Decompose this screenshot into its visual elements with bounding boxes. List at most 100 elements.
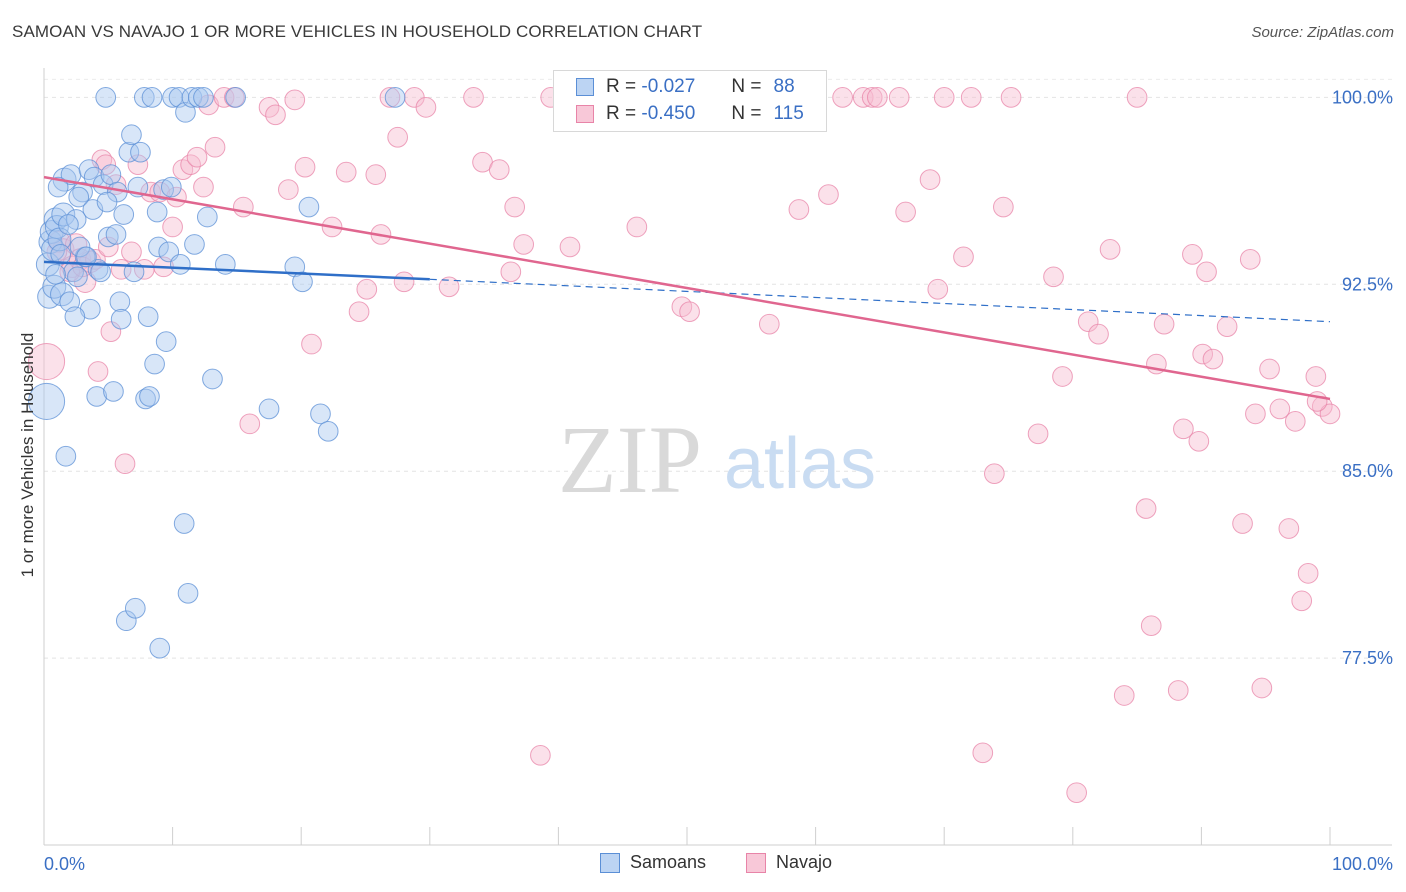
samoans-point-79 [110, 308, 132, 330]
y-tick-label-3: 77.5% [1342, 648, 1393, 668]
samoans-point-46 [146, 201, 168, 223]
samoans-point-52 [160, 176, 182, 198]
navajo-point-85 [984, 463, 1005, 485]
x-tick-labels: 0.0% 100.0% [44, 854, 1393, 874]
navajo-point-20 [162, 216, 183, 238]
legend-n-value-samoans: 88 [773, 76, 795, 97]
navajo-point-34 [278, 179, 299, 200]
navajo-point-70 [788, 199, 810, 220]
bottom-legend-navajo[interactable]: Navajo [746, 852, 832, 873]
samoans-point-60 [184, 234, 205, 255]
samoans-point-21 [78, 159, 100, 180]
samoans-point-18 [67, 266, 88, 288]
samoans-point-45 [144, 353, 165, 375]
samoans-point-27 [95, 87, 117, 108]
samoans-point-83 [96, 191, 118, 213]
bottom-legend-label-navajo: Navajo [776, 852, 833, 872]
samoans-point-50 [155, 331, 177, 352]
bottom-legend-samoans[interactable]: Samoans [600, 852, 706, 873]
samoans-point-40 [133, 87, 155, 108]
navajo-point-53 [500, 261, 522, 283]
navajo-point-98 [1140, 615, 1162, 637]
navajo-point-88 [1027, 423, 1049, 445]
watermark-atlas: atlas [724, 424, 876, 504]
gridlines [44, 78, 1392, 659]
navajo-point-63 [626, 216, 648, 238]
navajo-point-83 [960, 87, 982, 108]
samoans-point-0 [28, 382, 66, 420]
axes [43, 68, 1392, 846]
navajo-point-35 [284, 89, 306, 111]
navajo-point-116 [1284, 411, 1306, 432]
x-tick-label-0: 0.0% [44, 854, 85, 874]
navajo-point-108 [1216, 316, 1238, 337]
samoans-point-75 [69, 236, 91, 258]
navajo-point-101 [1167, 680, 1189, 701]
navajo-point-49 [438, 276, 460, 298]
watermark: ZIP atlas [558, 406, 876, 513]
navajo-point-121 [1319, 403, 1341, 425]
legend-r-value-samoans: -0.027 [641, 76, 696, 97]
navajo-point-36 [294, 156, 316, 178]
samoans-point-36 [121, 124, 142, 146]
samoans-point-69 [292, 271, 313, 293]
bottom-legend-swatch-samoans [600, 852, 620, 873]
samoans-point-47 [148, 236, 169, 258]
samoans-point-59 [181, 87, 203, 108]
navajo-point-95 [1113, 685, 1135, 706]
legend-swatch-navajo [576, 105, 594, 123]
navajo-point-100 [1153, 313, 1175, 335]
navajo-point-114 [1269, 398, 1291, 420]
legend-swatch-samoans [576, 78, 594, 96]
navajo-point-97 [1135, 498, 1157, 519]
legend-r-label: R = [606, 103, 637, 124]
navajo-point-105 [1192, 343, 1214, 365]
navajo-point-72 [818, 184, 839, 205]
y-axis-label: 1 or more Vehicles in Household [18, 332, 37, 578]
navajo-point-117 [1291, 590, 1313, 612]
navajo-point-50 [463, 87, 484, 108]
samoans-point-85 [64, 306, 86, 328]
y-tick-label-0: 100.0% [1332, 87, 1393, 107]
samoans-point-66 [225, 87, 246, 108]
navajo-points [28, 87, 1341, 804]
navajo-point-31 [239, 413, 261, 435]
navajo-point-102 [1173, 418, 1194, 440]
samoans-point-7 [43, 207, 68, 232]
navajo-point-33 [265, 104, 286, 126]
navajo-point-73 [832, 87, 853, 108]
legend-r-label: R = [606, 76, 637, 97]
legend-n-label: N = [731, 103, 762, 124]
bottom-legend-label-samoans: Samoans [630, 852, 707, 872]
navajo-point-93 [1088, 323, 1109, 345]
samoans-point-70 [298, 196, 320, 218]
navajo-point-48 [415, 97, 437, 118]
navajo-point-44 [379, 87, 401, 108]
samoans-trend-dashed [429, 278, 1331, 323]
navajo-point-77 [888, 87, 910, 108]
samoans-point-76 [76, 246, 97, 268]
navajo-point-0 [28, 342, 66, 381]
samoans-point-62 [193, 87, 214, 108]
samoans-point-73 [384, 87, 406, 108]
navajo-point-111 [1245, 403, 1266, 425]
navajo-point-55 [513, 234, 535, 255]
samoans-point-30 [103, 381, 124, 402]
samoans-point-42 [137, 306, 159, 328]
navajo-point-81 [953, 246, 974, 268]
navajo-point-74 [852, 87, 874, 108]
samoans-point-43 [139, 386, 160, 407]
samoans-point-58 [177, 582, 199, 604]
navajo-point-119 [1305, 366, 1327, 387]
navajo-point-86 [993, 196, 1014, 218]
chart-title: SAMOAN VS NAVAJO 1 OR MORE VEHICLES IN H… [12, 22, 703, 41]
samoans-points [28, 87, 406, 659]
navajo-point-78 [895, 201, 916, 223]
samoans-point-71 [310, 403, 331, 425]
navajo-point-75 [861, 87, 883, 108]
navajo-point-96 [1126, 87, 1148, 108]
samoans-point-78 [105, 224, 127, 245]
navajo-point-106 [1196, 261, 1217, 283]
samoans-point-22 [79, 298, 101, 320]
